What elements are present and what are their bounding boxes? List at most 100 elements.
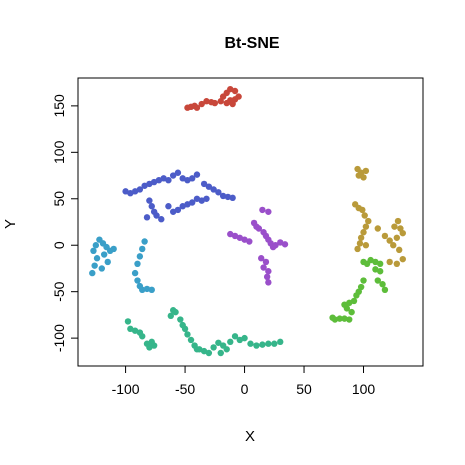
data-point (265, 340, 272, 347)
x-tick-label: -50 (175, 381, 195, 397)
data-point (229, 100, 236, 108)
data-point (399, 255, 406, 263)
data-point (187, 336, 195, 344)
data-point (360, 277, 367, 284)
data-point (189, 199, 196, 206)
x-tick-label: 0 (241, 381, 249, 397)
data-point (139, 286, 146, 294)
data-point (263, 273, 271, 281)
data-point (329, 314, 336, 321)
data-point (90, 247, 97, 254)
data-point (134, 260, 141, 268)
data-point (362, 223, 370, 230)
data-point (379, 281, 386, 288)
data-point (215, 189, 222, 196)
data-point (365, 217, 372, 225)
data-point (381, 286, 389, 294)
data-point (255, 225, 263, 232)
data-point (260, 264, 267, 271)
data-point (92, 242, 100, 249)
data-point (198, 100, 205, 108)
y-tick-label: 0 (51, 241, 67, 249)
data-point (174, 169, 182, 176)
y-tick-label: 100 (51, 140, 67, 164)
data-point (193, 171, 201, 178)
data-point (172, 308, 179, 316)
y-tick-label: -50 (51, 281, 67, 301)
data-point (224, 193, 232, 201)
data-point (165, 203, 172, 210)
data-point (381, 232, 389, 240)
data-point (227, 338, 234, 346)
data-point (124, 318, 132, 325)
data-point (203, 195, 210, 202)
data-point (341, 301, 348, 308)
data-point (356, 240, 364, 247)
data-point (136, 253, 144, 260)
data-point (231, 87, 239, 95)
data-point (376, 268, 384, 275)
data-point (223, 346, 230, 353)
data-point (271, 340, 278, 347)
data-point (374, 225, 381, 232)
data-point (205, 349, 213, 357)
data-point (394, 217, 402, 225)
y-axis: -100 -50 0 50 100 150 (51, 94, 78, 352)
x-axis-label: X (245, 428, 255, 445)
data-point (265, 279, 272, 286)
data-point (360, 229, 367, 236)
data-point (217, 349, 224, 357)
data-point (281, 241, 289, 248)
data-point (265, 268, 272, 275)
data-point (219, 192, 227, 200)
data-point (139, 245, 146, 253)
data-point (210, 344, 217, 351)
data-point (354, 245, 361, 253)
plot-frame (77, 77, 424, 367)
data-point (362, 242, 370, 249)
data-point (93, 255, 101, 262)
data-point (386, 237, 393, 244)
data-point (223, 99, 230, 107)
data-point (148, 286, 155, 294)
data-point (193, 104, 201, 111)
data-point (360, 174, 367, 181)
data-point (265, 208, 272, 215)
y-axis-label: Y (2, 219, 19, 229)
data-point (148, 203, 155, 210)
data-point (341, 315, 348, 322)
data-point (348, 308, 355, 316)
data-point (153, 212, 160, 219)
data-point (215, 339, 222, 346)
data-point (246, 238, 253, 245)
data-point (396, 246, 403, 254)
data-point (262, 258, 270, 266)
data-point (357, 234, 365, 241)
data-point (393, 260, 401, 268)
data-point (146, 197, 153, 204)
data-point (241, 334, 248, 342)
data-point (141, 238, 148, 245)
data-point (184, 331, 191, 338)
data-point (399, 229, 406, 237)
data-point (104, 258, 111, 266)
data-point (336, 315, 343, 322)
data-point (353, 292, 360, 299)
data-point (143, 285, 151, 293)
data-point (210, 186, 217, 193)
data-point (277, 338, 284, 346)
data-point (174, 206, 182, 214)
data-point (177, 316, 184, 323)
data-point (231, 333, 239, 340)
data-point (205, 183, 213, 190)
data-point (139, 333, 146, 340)
data-point (100, 251, 108, 258)
data-point (211, 99, 219, 107)
data-point (181, 325, 189, 333)
data-point (98, 265, 105, 272)
data-point (259, 206, 266, 214)
data-point (158, 216, 165, 223)
data-point (359, 206, 366, 214)
data-point (136, 186, 144, 193)
